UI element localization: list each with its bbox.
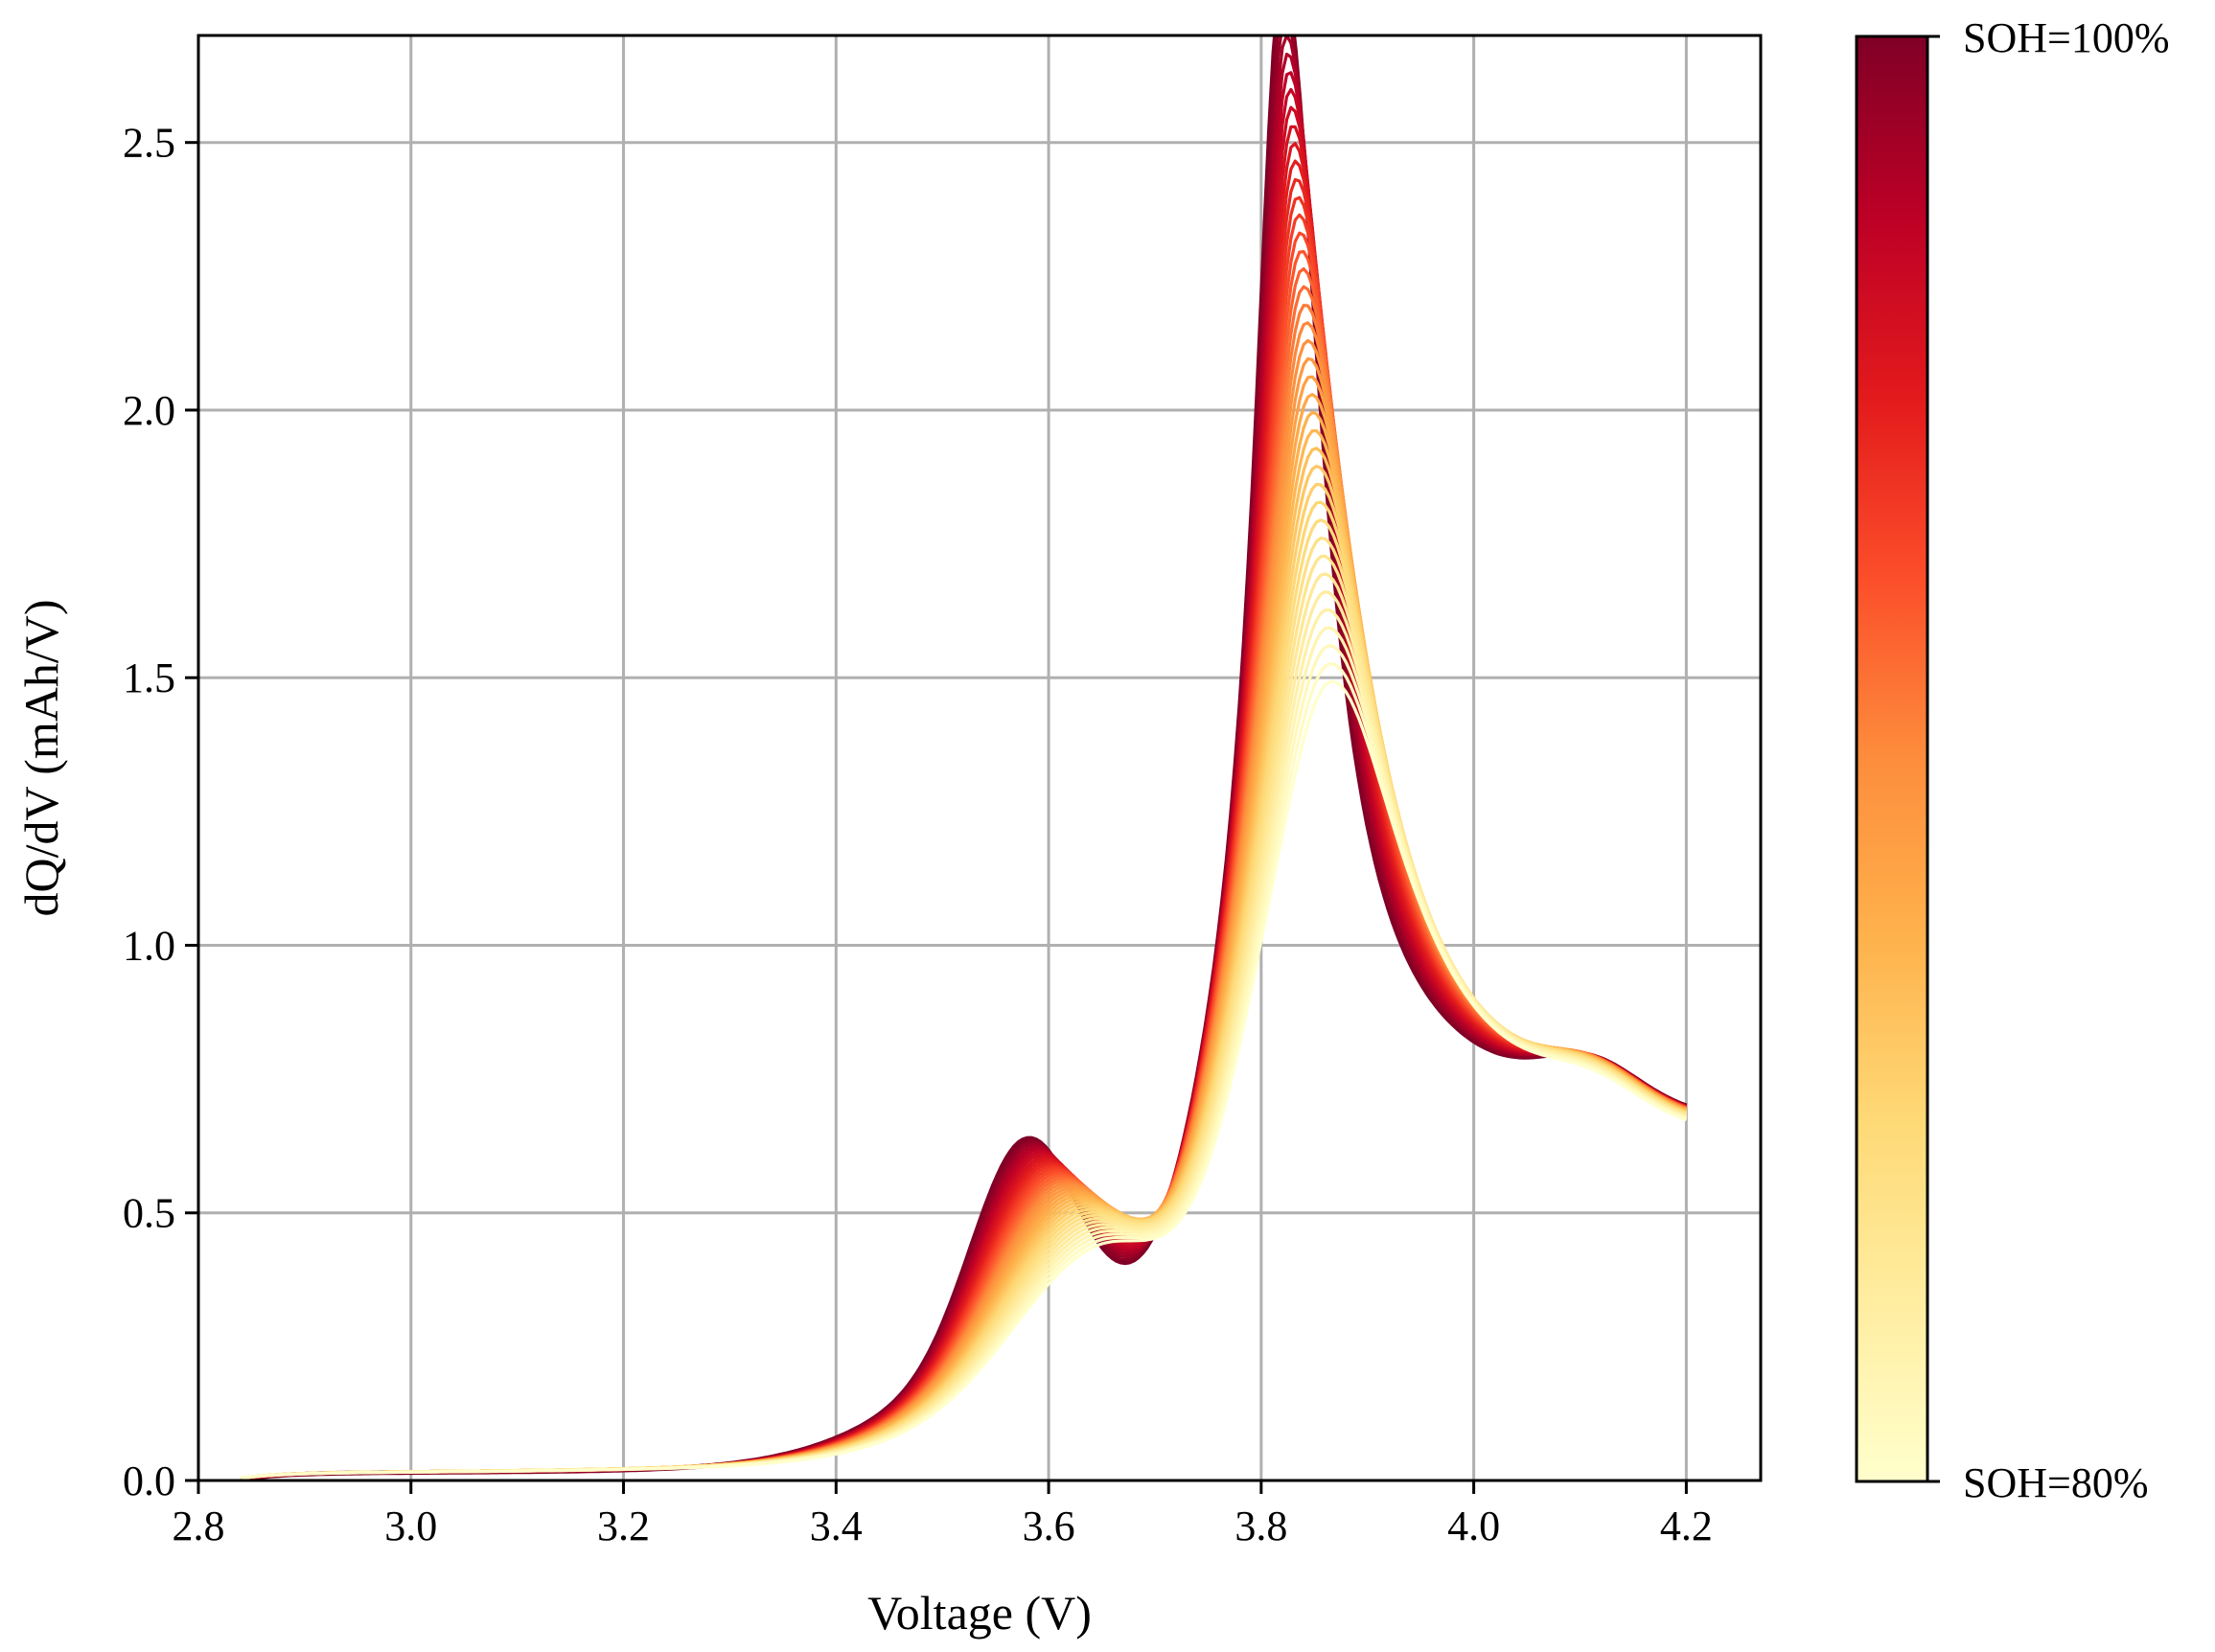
plot-frame (196, 34, 1763, 1482)
x-tick-label: 3.8 (1234, 1503, 1287, 1549)
x-tick-label: 4.0 (1447, 1503, 1500, 1549)
x-tick-label: 3.4 (810, 1503, 863, 1549)
y-tick-label: 1.0 (123, 922, 175, 969)
x-tick-label: 2.8 (173, 1503, 225, 1549)
x-tick-label: 3.0 (384, 1503, 437, 1549)
y-axis: 0.0 0.5 1.0 1.5 2.0 2.5 (123, 120, 198, 1504)
soh-curve (241, 35, 1687, 1480)
colorbar (1855, 34, 1929, 1483)
x-axis-label: Voltage (V) (867, 1586, 1092, 1640)
y-tick-label: 2.0 (123, 387, 175, 434)
colorbar-top-label: SOH=100% (1963, 14, 2170, 61)
x-tick-label: 4.2 (1660, 1503, 1713, 1549)
x-tick-label: 3.2 (597, 1503, 650, 1549)
soh-curve (241, 35, 1688, 1480)
soh-curve (241, 679, 1687, 1480)
y-tick-label: 0.5 (123, 1190, 175, 1237)
curve-family (241, 35, 1688, 1480)
x-tick-label: 3.6 (1023, 1503, 1075, 1549)
y-tick-label: 1.5 (123, 654, 175, 701)
y-axis-label: dQ/dV (mAh/V) (14, 599, 68, 916)
x-axis: 2.8 3.0 3.2 3.4 3.6 3.8 4.0 4.2 (173, 1480, 1713, 1549)
soh-curve (241, 35, 1687, 1480)
colorbar-bottom-label: SOH=80% (1963, 1459, 2149, 1506)
y-tick-label: 2.5 (123, 120, 175, 167)
y-tick-label: 0.0 (123, 1457, 175, 1504)
